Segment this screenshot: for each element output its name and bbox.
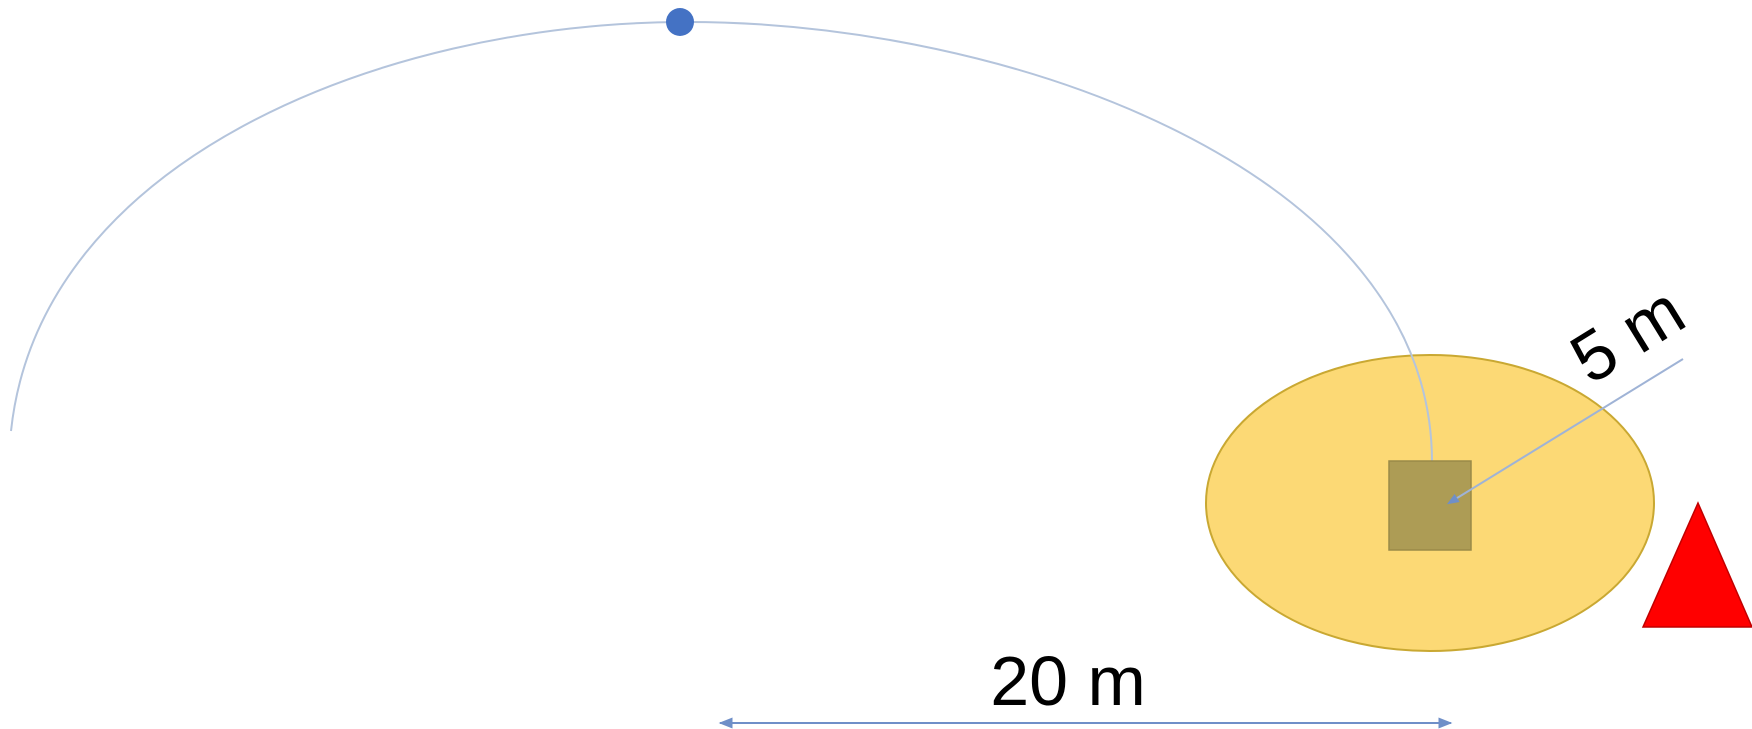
triangle-marker-icon: [1641, 501, 1752, 628]
flight-trajectory: [10, 20, 1433, 463]
distance-label: 20 m: [990, 642, 1146, 720]
radius-label: 5 m: [1557, 271, 1697, 399]
radius-line: [1446, 358, 1684, 505]
target-square-icon: [1388, 460, 1472, 551]
ball-icon: [666, 8, 694, 36]
